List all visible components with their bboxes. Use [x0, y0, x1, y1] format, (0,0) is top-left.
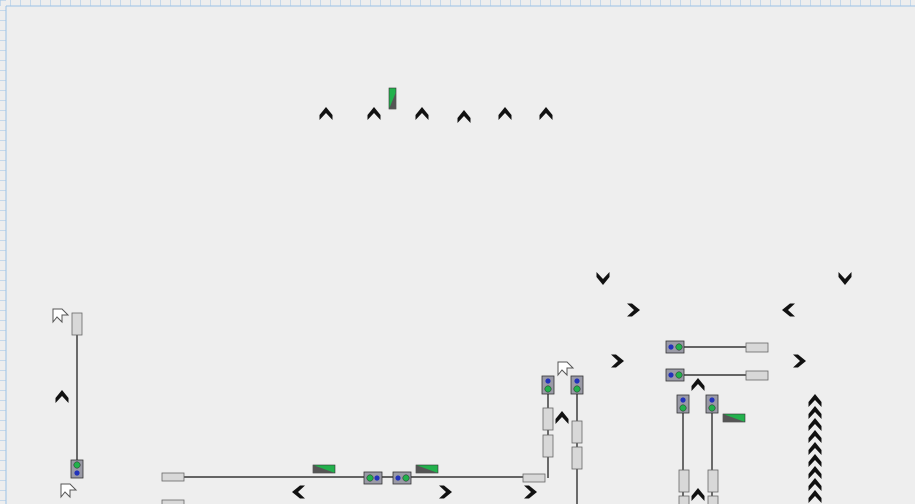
green-indicator	[388, 87, 397, 110]
chevrons	[55, 107, 852, 503]
block	[707, 469, 719, 493]
signal	[705, 394, 719, 414]
signal	[570, 375, 584, 395]
block	[745, 370, 769, 381]
chevron-up	[319, 107, 333, 120]
chevron-right	[611, 354, 624, 368]
chevron-up	[808, 490, 822, 503]
block	[678, 495, 690, 504]
blocks	[71, 312, 769, 504]
green-indicator	[415, 464, 439, 474]
chevron-up	[691, 378, 705, 391]
block	[571, 446, 583, 470]
signal	[665, 340, 685, 354]
chevron-down	[596, 272, 610, 285]
block	[707, 495, 719, 504]
signals	[70, 340, 719, 485]
chevron-up	[691, 488, 705, 501]
top-ruler	[0, 0, 915, 6]
chevron-up	[457, 110, 471, 123]
block	[542, 434, 554, 458]
green-indicator	[312, 464, 336, 474]
signal	[70, 459, 84, 479]
chevron-up	[808, 394, 822, 407]
signal	[363, 471, 383, 485]
block	[522, 473, 546, 483]
chevron-up	[555, 411, 569, 424]
signal	[541, 375, 555, 395]
block	[678, 469, 690, 493]
block	[71, 312, 83, 336]
chevron-left	[782, 303, 795, 317]
signal	[676, 394, 690, 414]
flag-marker	[52, 308, 70, 324]
chevron-right	[627, 303, 640, 317]
chevron-up	[415, 107, 429, 120]
chevron-up	[539, 107, 553, 120]
chevron-up	[808, 418, 822, 431]
indicators	[312, 87, 746, 474]
block	[542, 407, 554, 431]
signal	[665, 368, 685, 382]
block	[571, 420, 583, 444]
chevron-down	[838, 272, 852, 285]
signal	[392, 471, 412, 485]
chevron-right	[793, 354, 806, 368]
chevron-up	[808, 406, 822, 419]
green-indicator	[722, 413, 746, 423]
chevron-right	[439, 485, 452, 499]
chevron-up	[808, 430, 822, 443]
chevron-right	[524, 485, 537, 499]
block	[161, 472, 185, 482]
block	[745, 342, 769, 353]
block	[161, 499, 185, 504]
chevron-up	[808, 454, 822, 467]
flag-marker	[60, 483, 78, 499]
chevron-up	[808, 442, 822, 455]
chevron-up	[498, 107, 512, 120]
chevron-up	[808, 466, 822, 479]
flags	[52, 308, 575, 499]
chevron-up	[55, 390, 69, 403]
left-ruler	[0, 0, 6, 504]
flag-marker	[557, 361, 575, 377]
chevron-up	[808, 478, 822, 491]
chevron-left	[292, 485, 305, 499]
chevron-up	[367, 107, 381, 120]
